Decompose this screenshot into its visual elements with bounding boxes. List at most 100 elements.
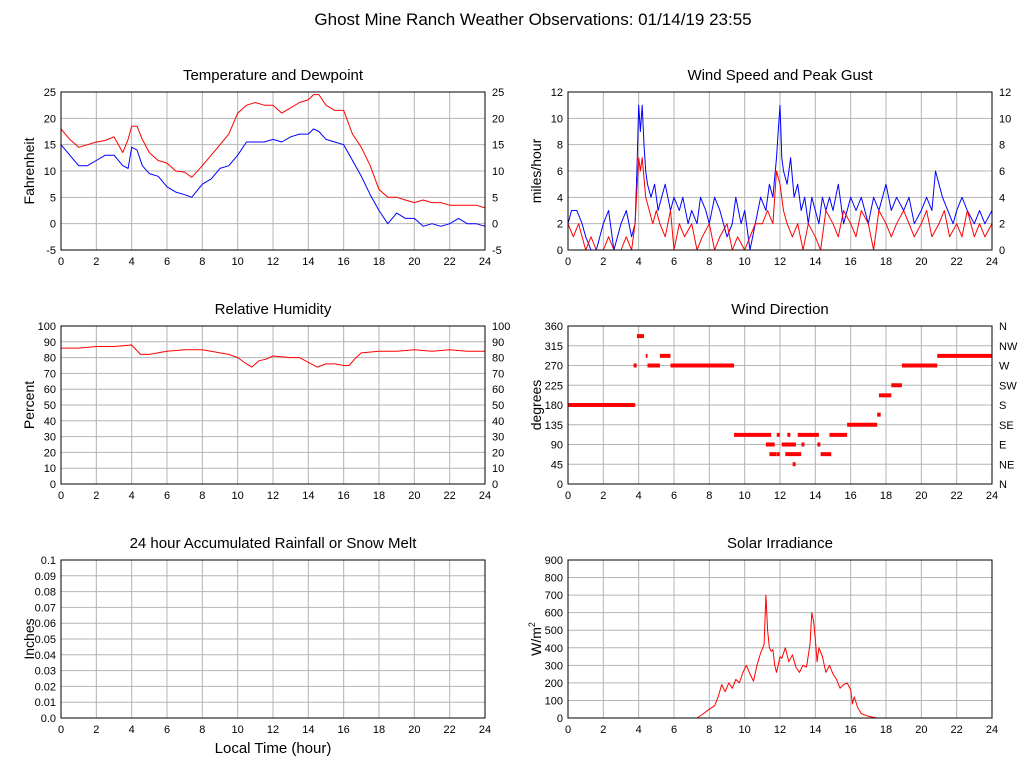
x-tick-label: 22: [951, 256, 963, 268]
x-tick-label: 6: [164, 256, 170, 268]
x-tick-label: 2: [600, 256, 606, 268]
x-tick-label: 16: [845, 490, 857, 502]
x-tick-label: 20: [915, 490, 927, 502]
x-tick-label: 4: [636, 256, 642, 268]
x-tick-label: 8: [199, 256, 205, 268]
x-tick-label: 14: [302, 490, 314, 502]
direction-point: [801, 442, 805, 447]
y-tick-label: 25: [44, 87, 56, 99]
x-tick-label: 24: [479, 256, 491, 268]
panel-title: 24 hour Accumulated Rainfall or Snow Mel…: [130, 535, 418, 552]
right-y-tick-label: 20: [492, 113, 504, 125]
right-y-tick-label: 50: [492, 400, 504, 412]
y-tick-label: 0.01: [35, 697, 56, 709]
y-tick-label: 2: [557, 219, 563, 231]
x-tick-label: 10: [739, 724, 751, 736]
y-tick-label: 500: [545, 625, 563, 637]
y-tick-label: 20: [44, 447, 56, 459]
y-tick-label: 30: [44, 432, 56, 444]
x-tick-label: 20: [408, 256, 420, 268]
y-tick-label: 70: [44, 368, 56, 380]
y-axis-label: Inches: [21, 618, 37, 659]
plot-frame: [60, 325, 486, 485]
y-tick-label: 4: [557, 192, 563, 204]
y-tick-label: 45: [551, 459, 563, 471]
y-tick-label: 270: [545, 361, 563, 373]
temperature-dewpoint-chart: 0 2 4 6 8 10 12 14 16 18 20 22 24-50510152025-505101…: [21, 67, 504, 268]
direction-point: [776, 432, 780, 437]
accumulated-rainfall-chart: 0 2 4 6 8 10 12 14 16 18 20 22 240.00.010.020.030.04…: [21, 535, 491, 736]
y-tick-label: 0: [50, 219, 56, 231]
red-series-line: [567, 157, 993, 251]
right-y-tick-label: 0: [492, 479, 498, 491]
direction-point: [792, 462, 796, 467]
x-tick-label: 18: [880, 256, 892, 268]
x-tick-label: 22: [444, 724, 456, 736]
panel-title: Relative Humidity: [215, 301, 332, 318]
x-tick-label: 20: [408, 724, 420, 736]
x-tick-label: 16: [338, 490, 350, 502]
x-tick-label: 24: [986, 256, 998, 268]
plot-frame: [60, 559, 486, 719]
x-tick-label: 16: [845, 256, 857, 268]
y-tick-label: 300: [545, 660, 563, 672]
x-tick-label: 14: [302, 724, 314, 736]
x-tick-label: 24: [986, 724, 998, 736]
solar-irradiance-chart: 0 2 4 6 8 10 12 14 16 18 20 22 240100200300400500600…: [527, 535, 998, 736]
x-tick-label: 16: [338, 256, 350, 268]
x-tick-label: 10: [232, 256, 244, 268]
y-tick-label: 360: [545, 321, 563, 333]
x-tick-label: 12: [774, 724, 786, 736]
right-y-tick-label: 40: [492, 416, 504, 428]
compass-label: S: [999, 400, 1006, 412]
y-tick-label: 600: [545, 608, 563, 620]
x-tick-label: 8: [199, 490, 205, 502]
x-tick-label: 8: [706, 256, 712, 268]
wind-speed-gust-chart: 0 2 4 6 8 10 12 14 16 18 20 22 24024681012024681012W…: [528, 67, 1011, 268]
panel-title: Temperature and Dewpoint: [183, 67, 364, 84]
y-tick-label: 0.07: [35, 602, 56, 614]
x-tick-label: 20: [408, 490, 420, 502]
right-y-tick-label: 5: [492, 192, 498, 204]
y-tick-label: 0.09: [35, 571, 56, 583]
y-tick-label: 80: [44, 353, 56, 365]
right-y-tick-label: 60: [492, 384, 504, 396]
right-y-tick-label: 15: [492, 140, 504, 152]
y-tick-label: 20: [44, 113, 56, 125]
right-y-tick-label: 12: [999, 87, 1011, 99]
x-tick-label: 6: [671, 490, 677, 502]
x-tick-label: 20: [915, 256, 927, 268]
x-tick-label: 0: [565, 256, 571, 268]
x-tick-label: 4: [129, 724, 135, 736]
y-tick-label: 90: [44, 337, 56, 349]
x-tick-label: 0: [58, 256, 64, 268]
y-tick-label: 0.0: [41, 713, 56, 725]
x-tick-label: 20: [915, 724, 927, 736]
x-tick-label: 10: [739, 256, 751, 268]
x-tick-label: 18: [373, 724, 385, 736]
right-y-tick-label: 8: [999, 140, 1005, 152]
compass-label: N: [999, 321, 1007, 333]
y-tick-label: 0.03: [35, 666, 56, 678]
y-tick-label: 0.06: [35, 618, 56, 630]
direction-point: [633, 363, 637, 368]
x-tick-label: 24: [986, 490, 998, 502]
y-tick-label: 900: [545, 555, 563, 567]
right-y-tick-label: 20: [492, 447, 504, 459]
x-tick-label: 2: [93, 490, 99, 502]
y-tick-label: 0.04: [35, 650, 56, 662]
right-y-tick-label: 70: [492, 368, 504, 380]
y-tick-label: 180: [545, 400, 563, 412]
red-series-line: [60, 94, 486, 209]
x-tick-label: 18: [880, 490, 892, 502]
panel-title: Solar Irradiance: [727, 535, 833, 552]
blue-series-line: [567, 104, 993, 251]
y-tick-label: 100: [38, 321, 56, 333]
x-tick-label: 10: [739, 490, 751, 502]
plot-frame: [567, 559, 993, 719]
y-tick-label: 0: [557, 479, 563, 491]
compass-label: SW: [999, 380, 1017, 392]
direction-point: [817, 442, 821, 447]
right-y-tick-label: 0: [999, 245, 1005, 257]
x-tick-label: 16: [845, 724, 857, 736]
